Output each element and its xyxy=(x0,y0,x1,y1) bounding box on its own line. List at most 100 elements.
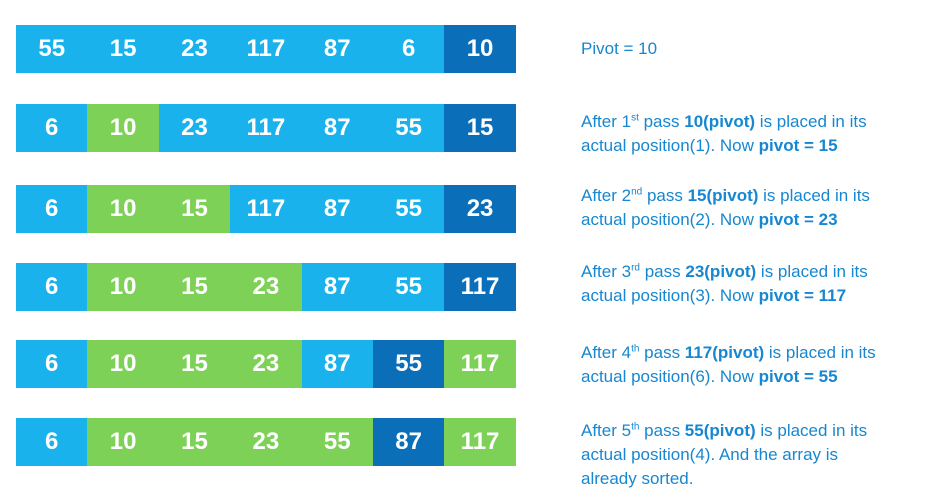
caption-text: is placed in its xyxy=(758,186,870,205)
array-row-pass-5: 6 10 15 23 55 87 117 xyxy=(16,418,516,466)
caption-text: 117(pivot) xyxy=(684,343,765,362)
array-cell: 15 xyxy=(87,25,159,73)
pass-caption-4: After 4th pass 117(pivot) is placed in i… xyxy=(581,341,941,389)
caption-text: pass xyxy=(639,421,685,440)
array-row-pass-1: 6 10 23 117 87 55 15 xyxy=(16,104,516,152)
caption-line: actual position(2). Now pivot = 23 xyxy=(581,208,941,232)
caption-text: actual position(1). Now xyxy=(581,136,759,155)
pass-caption-3: After 3rd pass 23(pivot) is placed in it… xyxy=(581,260,941,308)
array-cell: 15 xyxy=(444,104,516,152)
caption-line: After 3rd pass 23(pivot) is placed in it… xyxy=(581,260,941,284)
caption-text: actual position(6). Now xyxy=(581,367,759,386)
caption-text: 10(pivot) xyxy=(684,112,756,131)
array-cell: 15 xyxy=(158,185,231,233)
array-cell: 6 xyxy=(16,340,88,388)
caption-text: After 3 xyxy=(581,262,632,281)
array-cell: 15 xyxy=(158,263,231,311)
array-row-initial: 55 15 23 117 87 6 10 xyxy=(16,25,516,73)
caption-text: After 4 xyxy=(581,343,632,362)
array-cell: 23 xyxy=(230,263,302,311)
caption-text: After 5 xyxy=(581,421,632,440)
caption-line: actual position(1). Now pivot = 15 xyxy=(581,134,941,158)
caption-line: After 1st pass 10(pivot) is placed in it… xyxy=(581,110,941,134)
caption-text: pass xyxy=(640,262,686,281)
caption-text: After 2 xyxy=(581,186,632,205)
pass-caption-5: After 5th pass 55(pivot) is placed in it… xyxy=(581,419,941,491)
caption-line: After 5th pass 55(pivot) is placed in it… xyxy=(581,419,941,443)
array-cell: 23 xyxy=(444,185,516,233)
caption-line: actual position(6). Now pivot = 55 xyxy=(581,365,941,389)
array-cell: 55 xyxy=(372,263,445,311)
array-cell: 23 xyxy=(230,418,302,466)
array-cell: 117 xyxy=(444,340,516,388)
array-cell: 23 xyxy=(230,340,302,388)
caption-text: is placed in its xyxy=(756,262,868,281)
caption-text: actual position(2). Now xyxy=(581,210,759,229)
array-cell: 10 xyxy=(87,104,159,152)
caption-text: pass xyxy=(642,186,688,205)
caption-text: pivot = 117 xyxy=(758,286,847,305)
caption-text: nd xyxy=(631,186,643,198)
caption-line: actual position(3). Now pivot = 117 xyxy=(581,284,941,308)
array-cell: 87 xyxy=(301,185,373,233)
array-cell: 10 xyxy=(87,418,159,466)
caption-text: 55(pivot) xyxy=(684,421,756,440)
array-cell: 87 xyxy=(372,418,445,466)
caption-text: is placed in its xyxy=(755,421,868,440)
array-row-pass-4: 6 10 15 23 87 55 117 xyxy=(16,340,516,388)
caption-line: Pivot = 10 xyxy=(581,37,941,61)
array-cell: 55 xyxy=(301,418,373,466)
caption-text: is placed in its xyxy=(755,112,867,131)
array-cell: 10 xyxy=(87,340,159,388)
caption-text: actual position(4). And the array is xyxy=(581,445,839,464)
array-cell: 23 xyxy=(158,104,231,152)
caption-text: pivot = 23 xyxy=(758,210,838,229)
array-cell: 87 xyxy=(301,104,373,152)
array-cell: 117 xyxy=(230,185,302,233)
caption-line: After 4th pass 117(pivot) is placed in i… xyxy=(581,341,941,365)
array-cell: 6 xyxy=(16,263,88,311)
array-cell: 10 xyxy=(87,185,159,233)
array-cell: 87 xyxy=(301,340,373,388)
caption-text: is placed in its xyxy=(764,343,876,362)
array-cell: 6 xyxy=(372,25,445,73)
caption-text: pass xyxy=(639,343,685,362)
caption-text: rd xyxy=(631,262,640,274)
caption-text: pass xyxy=(638,112,685,131)
array-cell: 87 xyxy=(301,25,373,73)
caption-text: actual position(3). Now xyxy=(581,286,759,305)
caption-line: actual position(4). And the array is xyxy=(581,443,941,467)
caption-text: already sorted. xyxy=(581,469,694,488)
array-row-pass-2: 6 10 15 117 87 55 23 xyxy=(16,185,516,233)
caption-line: already sorted. xyxy=(581,467,941,491)
array-cell: 15 xyxy=(158,418,231,466)
array-cell: 55 xyxy=(372,340,445,388)
caption-line: After 2nd pass 15(pivot) is placed in it… xyxy=(581,184,941,208)
array-cell: 10 xyxy=(87,263,159,311)
caption-text: 15(pivot) xyxy=(687,186,759,205)
array-cell: 6 xyxy=(16,185,88,233)
array-row-pass-3: 6 10 15 23 87 55 117 xyxy=(16,263,516,311)
array-cell: 55 xyxy=(372,185,445,233)
caption-text: Pivot = 10 xyxy=(581,39,658,58)
array-cell: 117 xyxy=(444,418,516,466)
array-cell: 55 xyxy=(16,25,88,73)
caption-text: th xyxy=(631,343,640,355)
array-cell: 55 xyxy=(372,104,445,152)
caption-text: 23(pivot) xyxy=(685,262,757,281)
array-cell: 117 xyxy=(230,25,302,73)
pass-caption-initial: Pivot = 10 xyxy=(581,37,941,61)
array-cell: 87 xyxy=(301,263,373,311)
array-cell: 117 xyxy=(444,263,516,311)
caption-text: th xyxy=(631,421,640,433)
pass-caption-1: After 1st pass 10(pivot) is placed in it… xyxy=(581,110,941,158)
array-cell: 117 xyxy=(230,104,302,152)
pass-caption-2: After 2nd pass 15(pivot) is placed in it… xyxy=(581,184,941,232)
array-cell: 6 xyxy=(16,104,88,152)
array-cell: 23 xyxy=(158,25,231,73)
array-cell: 10 xyxy=(444,25,516,73)
caption-text: pivot = 55 xyxy=(758,367,838,386)
caption-text: After 1 xyxy=(581,112,632,131)
caption-text: pivot = 15 xyxy=(758,136,838,155)
array-cell: 6 xyxy=(16,418,88,466)
